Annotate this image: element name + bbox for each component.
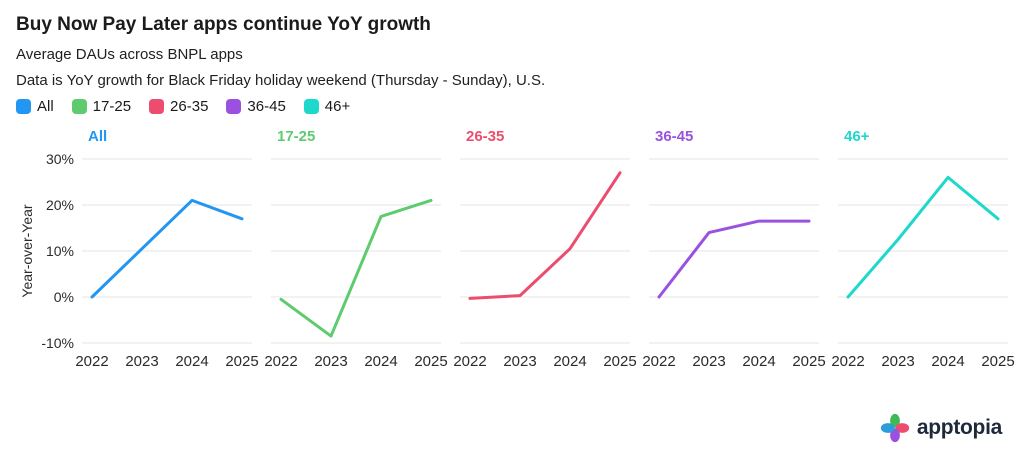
legend-label: 36-45	[247, 98, 286, 115]
panel-plot	[838, 158, 1008, 344]
x-tick-label: 2024	[364, 353, 398, 370]
x-tick-label: 2024	[553, 353, 587, 370]
x-tick-label: 2025	[603, 353, 637, 370]
x-tick-label: 2022	[642, 353, 676, 370]
legend-label: 46+	[324, 98, 351, 115]
panel-title: 46+	[844, 128, 870, 145]
logo-petal-bottom	[889, 428, 900, 443]
x-tick-label: 2022	[831, 353, 865, 370]
chart-panel-36-45: 36-45 2022 2023 2024 2025	[642, 127, 825, 373]
legend-swatch	[71, 99, 87, 114]
legend-label: 26-35	[170, 98, 209, 115]
panel-title: 26-35	[466, 128, 505, 145]
x-tick-label: 2024	[931, 353, 965, 370]
x-tick-label: 2022	[264, 353, 298, 370]
x-tick-label: 2025	[225, 353, 259, 370]
panels: All 2022 2023 2024 2025 17-25 2022 2023 2024 2025…	[75, 127, 1014, 373]
x-tick-label: 2024	[742, 353, 776, 370]
chart-area: Year-over-Year 30% 20% 10% 0% -10% All 2022 20…	[16, 127, 1015, 373]
x-axis-labels: 2022 2023 2024 2025	[453, 351, 636, 373]
panel-title: All	[88, 128, 108, 145]
legend-item-17-25: 17-25	[71, 98, 132, 115]
legend-item-26-35: 26-35	[149, 98, 208, 115]
panel-plot	[82, 158, 252, 344]
x-tick-label: 2023	[692, 353, 726, 370]
y-tick-label: 20%	[45, 197, 74, 213]
chart-panel-All: All 2022 2023 2024 2025	[75, 127, 258, 373]
apptopia-wordmark: apptopia	[916, 416, 1002, 439]
legend: All 17-25 26-35 36-45 46+	[16, 98, 1008, 115]
panel-plot	[460, 158, 630, 344]
legend-swatch	[303, 99, 319, 114]
legend-label: 17-25	[92, 98, 132, 115]
y-axis-label: Year-over-Year	[19, 204, 35, 298]
series-line-26-35	[468, 171, 622, 300]
legend-item-46+: 46+	[303, 98, 351, 115]
x-tick-label: 2022	[75, 353, 109, 370]
logo-petal-left	[880, 423, 895, 433]
subtitle-period: Data is YoY growth for Black Friday holi…	[16, 72, 546, 89]
series-line-46+	[846, 175, 1000, 299]
panel-title: 17-25	[277, 128, 316, 145]
y-tick-label: 10%	[45, 243, 74, 259]
series-line-All	[90, 198, 244, 299]
series-line-36-45	[657, 219, 811, 299]
chart-panel-46+: 46+ 2022 2023 2024 2025	[831, 127, 1014, 373]
y-tick-label: 0%	[53, 289, 74, 305]
panel-plot	[271, 158, 441, 344]
chart-panel-17-25: 17-25 2022 2023 2024 2025	[264, 127, 447, 373]
x-tick-label: 2025	[414, 353, 448, 370]
y-tick-label: -10%	[41, 335, 74, 351]
subtitle-daus: Average DAUs across BNPL apps	[16, 46, 243, 63]
legend-swatch	[226, 99, 242, 114]
x-tick-label: 2025	[981, 353, 1015, 370]
x-axis-labels: 2022 2023 2024 2025	[642, 351, 825, 373]
x-tick-label: 2023	[881, 353, 915, 370]
legend-swatch	[16, 99, 31, 114]
x-tick-label: 2023	[314, 353, 348, 370]
series-line-17-25	[279, 198, 433, 338]
panel-title: 36-45	[655, 128, 694, 145]
panel-plot	[649, 158, 819, 344]
x-tick-label: 2023	[125, 353, 159, 370]
legend-swatch	[149, 99, 165, 114]
x-axis-labels: 2022 2023 2024 2025	[831, 351, 1014, 373]
page-title: Buy Now Pay Later apps continue YoY grow…	[16, 14, 431, 35]
legend-label: All	[37, 98, 54, 115]
legend-item-36-45: 36-45	[226, 98, 286, 115]
y-axis-ticks: 30% 20% 10% 0% -10%	[38, 151, 82, 351]
apptopia-logo: apptopia	[880, 413, 1002, 443]
x-tick-label: 2023	[503, 353, 537, 370]
x-axis-labels: 2022 2023 2024 2025	[264, 351, 447, 373]
apptopia-logo-icon	[880, 413, 910, 443]
logo-petal-right	[895, 423, 910, 433]
x-tick-label: 2025	[792, 353, 826, 370]
legend-item-All: All	[16, 98, 54, 115]
chart-panel-26-35: 26-35 2022 2023 2024 2025	[453, 127, 636, 373]
logo-petal-top	[889, 413, 900, 428]
x-tick-label: 2024	[175, 353, 209, 370]
x-axis-labels: 2022 2023 2024 2025	[75, 351, 258, 373]
x-tick-label: 2022	[453, 353, 487, 370]
y-tick-label: 30%	[45, 151, 74, 167]
